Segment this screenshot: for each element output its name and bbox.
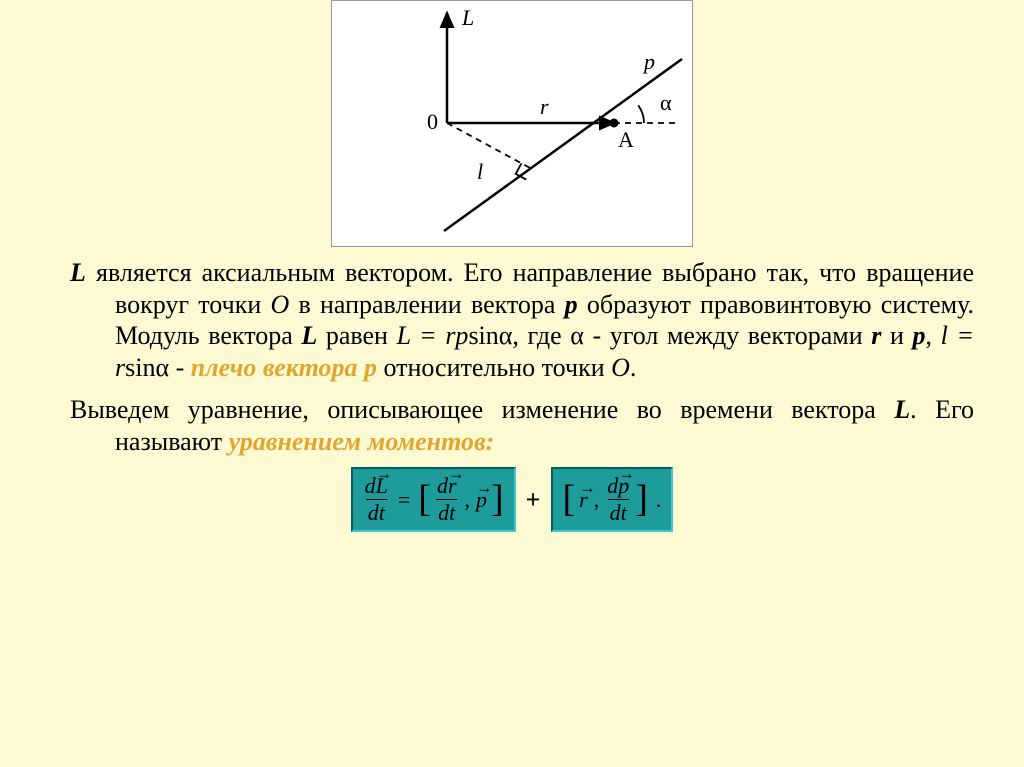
p1i: относительно точки <box>377 353 611 382</box>
svg-text:r: r <box>540 94 549 119</box>
sinA2: sinα <box>125 353 169 382</box>
var-L: L <box>70 258 86 287</box>
comma1: , <box>463 487 473 513</box>
hl-uravn: уравнением моментов: <box>229 427 495 456</box>
var-p: p <box>565 290 578 319</box>
frac-dpdt: d→p dt <box>605 475 631 524</box>
p1g: , <box>926 321 941 350</box>
svg-text:L: L <box>461 5 474 30</box>
plus-sign: + <box>526 485 541 515</box>
p1j: . <box>630 353 637 382</box>
vector-diagram: Lr p Al 0 α <box>331 0 693 247</box>
p1h: - <box>169 353 191 382</box>
rbracket1: ] <box>491 488 504 511</box>
equation-left: d→L dt = [ d→r dt , →p ] <box>351 467 516 532</box>
svg-text:0: 0 <box>427 109 438 134</box>
p1f: и <box>881 321 912 350</box>
slide: Lr p Al 0 α L является аксиальным вектором. … <box>0 0 1024 767</box>
eq-dt3: dt <box>608 499 629 524</box>
p1d: равен <box>317 321 396 350</box>
frac-dLdt: d→L dt <box>363 475 390 524</box>
diagram-svg: Lr p Al 0 α <box>332 1 692 241</box>
p2a: Выведем уравнение, описывающее изменение… <box>70 395 894 424</box>
equation-row: d→L dt = [ d→r dt , →p ] + [ →r , d→p dt… <box>50 467 974 532</box>
equation-right: [ →r , d→p dt ] . <box>551 467 674 532</box>
vec-p: →p <box>476 487 487 513</box>
var-L2: L <box>301 321 317 350</box>
lbracket2: [ <box>563 488 576 511</box>
svg-text:p: p <box>642 49 655 74</box>
paragraph-2: Выведем уравнение, описывающее изменение… <box>50 394 974 457</box>
eqL: L = rp <box>397 321 469 350</box>
period: . <box>652 487 662 513</box>
lbracket1: [ <box>418 488 431 511</box>
p1e: , где α - угол между векторами <box>512 321 871 350</box>
eq-dt2: dt <box>436 499 457 524</box>
var-L3: L <box>894 395 910 424</box>
vec-r: →r <box>579 487 588 513</box>
rbracket2: ] <box>635 488 648 511</box>
var-O: O <box>270 290 289 319</box>
hl-plecho: плечо вектора p <box>191 353 377 382</box>
var-O2: O <box>611 353 630 382</box>
eq-dt1: dt <box>366 499 387 524</box>
frac-drdt: d→r dt <box>435 475 459 524</box>
paragraph-1: L является аксиальным вектором. Его напр… <box>50 257 974 384</box>
equals-sign: = <box>394 487 414 513</box>
var-p2: p <box>913 321 926 350</box>
sinA: sinα <box>468 321 512 350</box>
svg-text:A: A <box>618 127 634 152</box>
diagram-container: Lr p Al 0 α <box>50 0 974 247</box>
svg-text:l: l <box>477 159 483 184</box>
var-r: r <box>871 321 881 350</box>
svg-text:α: α <box>660 90 672 115</box>
p1b: в направлении вектора <box>289 290 564 319</box>
